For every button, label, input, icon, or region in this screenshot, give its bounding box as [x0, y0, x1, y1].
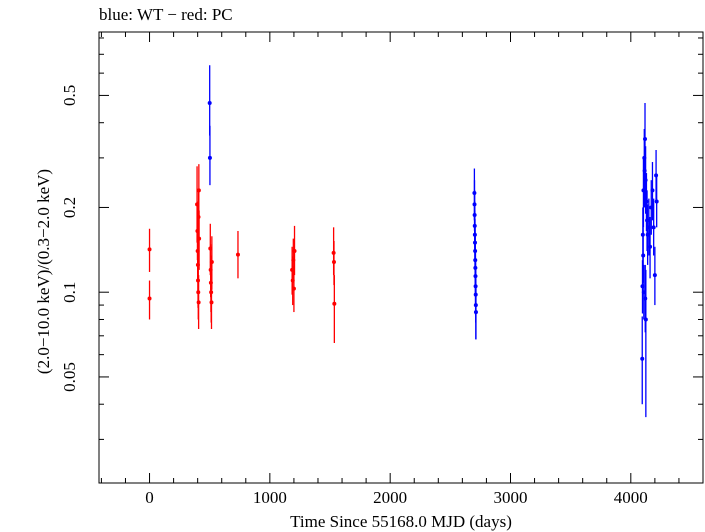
- plot-frame: [98, 31, 704, 484]
- data-point: [147, 296, 152, 301]
- chart-title: blue: WT − red: PC: [99, 5, 233, 24]
- data-point: [207, 100, 212, 105]
- axis-ticks: [99, 32, 704, 483]
- data-point: [332, 301, 337, 306]
- x-tick-label: 3000: [493, 488, 527, 507]
- tick-labels: 0 1000 2000 3000 4000 0.05 0.1 0.2 0.5: [60, 85, 648, 507]
- data-point: [473, 310, 478, 315]
- data-point: [147, 247, 152, 252]
- data-point: [197, 236, 202, 241]
- x-tick-label: 0: [145, 488, 154, 507]
- data-point: [648, 244, 653, 249]
- data-point: [331, 260, 336, 265]
- data-point: [652, 273, 657, 278]
- data-point: [641, 253, 646, 258]
- data-point: [196, 188, 201, 193]
- data-point: [643, 137, 648, 142]
- data-point: [235, 252, 240, 257]
- data-point: [291, 286, 296, 291]
- data-point: [640, 356, 645, 361]
- data-point: [207, 155, 212, 160]
- data-point: [643, 317, 648, 322]
- y-tick-label: 0.1: [60, 282, 79, 303]
- x-tick-label: 1000: [253, 488, 287, 507]
- data-point: [209, 300, 214, 305]
- x-tick-label: 4000: [614, 488, 648, 507]
- data-point: [209, 260, 214, 265]
- y-tick-label: 0.05: [60, 362, 79, 392]
- data-points: [147, 65, 659, 418]
- y-tick-label: 0.5: [60, 85, 79, 106]
- data-point: [292, 249, 297, 254]
- data-point: [196, 300, 201, 305]
- data-point: [654, 199, 659, 204]
- data-point: [650, 188, 655, 193]
- x-tick-label: 2000: [373, 488, 407, 507]
- y-tick-label: 0.2: [60, 197, 79, 218]
- data-point: [651, 225, 656, 230]
- y-axis-label: (2.0−10.0 keV)/(0.3−2.0 keV): [34, 169, 53, 374]
- x-axis-label: Time Since 55168.0 MJD (days): [290, 512, 512, 531]
